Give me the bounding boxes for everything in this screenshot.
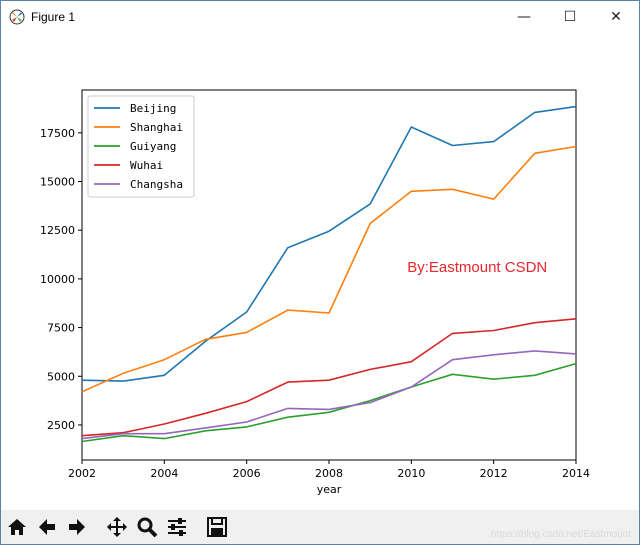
zoom-icon: [137, 517, 158, 538]
legend-box: [87, 95, 195, 198]
x-axis-label: year: [317, 483, 342, 496]
y-tick-label: 10000: [40, 273, 75, 286]
x-tick-label: 2014: [562, 467, 590, 480]
x-tick-label: 2012: [480, 467, 508, 480]
series-line-guiyang: [81, 362, 577, 443]
line-chart[interactable]: 2002 2004 2006 2008 2010 2012 2014 2500 5000 7500…: [1, 32, 639, 510]
back-icon: [39, 519, 55, 535]
x-tick-label: 2006: [233, 467, 261, 480]
series-line-shanghai: [81, 145, 577, 393]
pan-button[interactable]: [103, 513, 131, 541]
navigation-toolbar: https://blog.csdn.net/Eastmount: [1, 510, 639, 544]
pan-icon: [107, 517, 127, 537]
save-icon: [207, 517, 227, 537]
configure-subplots-icon: [168, 518, 186, 536]
y-tick-label: 7500: [47, 322, 75, 335]
forward-icon: [69, 519, 85, 535]
y-tick-label: 15000: [40, 176, 75, 189]
minimize-icon: —: [517, 8, 531, 25]
maximize-button[interactable]: ☐: [547, 1, 593, 32]
legend-label: Wuhai: [130, 159, 163, 172]
plot-canvas[interactable]: 2002 2004 2006 2008 2010 2012 2014 2500 5000 7500…: [1, 32, 639, 510]
series-line-changsha: [81, 350, 577, 440]
y-tick-label: 5000: [47, 370, 75, 383]
legend-label: Beijing: [130, 102, 176, 115]
x-tick-label: 2004: [150, 467, 178, 480]
zoom-button[interactable]: [133, 513, 161, 541]
x-tick-label: 2010: [397, 467, 425, 480]
window-controls: — ☐ ✕: [501, 1, 639, 32]
configure-subplots-button[interactable]: [163, 513, 191, 541]
y-tick-label: 17500: [40, 127, 75, 140]
home-button[interactable]: [3, 513, 31, 541]
annotation-text: By:Eastmount CSDN: [407, 259, 547, 276]
window-title: Figure 1: [31, 9, 76, 24]
matplotlib-logo-icon: [9, 9, 25, 24]
title-bar[interactable]: Figure 1 — ☐ ✕: [1, 1, 639, 32]
x-tick-label: 2008: [315, 467, 343, 480]
x-tick-label: 2002: [68, 467, 96, 480]
close-icon: ✕: [610, 8, 622, 25]
series-line-beijing: [81, 105, 577, 382]
watermark-text: https://blog.csdn.net/Eastmount: [490, 529, 631, 540]
y-tick-label: 12500: [40, 224, 75, 237]
home-icon: [8, 519, 26, 535]
maximize-icon: ☐: [563, 8, 577, 25]
forward-button[interactable]: [63, 513, 91, 541]
series-line-wuhai: [81, 318, 577, 437]
legend-label: Guiyang: [130, 140, 176, 153]
y-tick-label: 2500: [47, 419, 75, 432]
save-button[interactable]: [203, 513, 231, 541]
legend-label: Shanghai: [130, 121, 183, 134]
close-button[interactable]: ✕: [593, 1, 639, 32]
legend-label: Changsha: [130, 178, 183, 191]
minimize-button[interactable]: —: [501, 1, 547, 32]
back-button[interactable]: [33, 513, 61, 541]
